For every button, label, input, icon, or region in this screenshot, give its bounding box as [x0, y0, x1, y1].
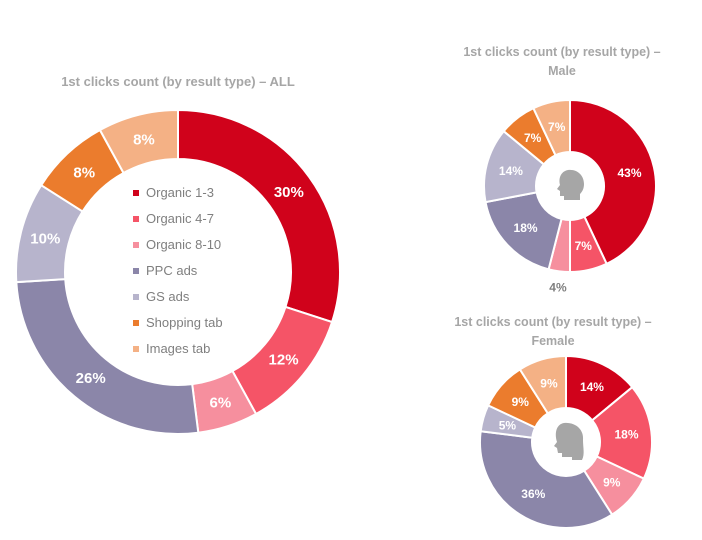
- donut-chart-female: 14% 18% 9% 36% 5% 9% 9%: [479, 354, 653, 529]
- data-label-shopping-tab: 7%: [524, 131, 542, 145]
- chart-male-title-line2: Male: [548, 64, 576, 78]
- donut-chart-all: 30% 12% 6% 26% 10% 8% 8%: [15, 108, 341, 435]
- legend-label-organic-4-7: Organic 4-7: [146, 211, 214, 226]
- data-label-ppc-ads: 36%: [521, 487, 545, 501]
- slice-ppc-ads: [484, 191, 563, 271]
- data-label-organic-8-10: 9%: [603, 476, 621, 490]
- chart-male-title-line1: 1st clicks count (by result type) –: [463, 45, 660, 59]
- donut-chart-male: 43% 7% 4% 18% 14% 7% 7%: [483, 98, 657, 295]
- data-label-shopping-tab: 8%: [73, 165, 95, 182]
- data-label-images-tab: 7%: [548, 120, 566, 134]
- legend-label-shopping-tab: Shopping tab: [146, 315, 223, 330]
- legend-label-gs-ads: GS ads: [146, 289, 190, 304]
- chart-female-title-line2: Female: [531, 334, 574, 348]
- chart-all-title: 1st clicks count (by result type) – ALL: [61, 74, 295, 89]
- legend: Organic 1-3 Organic 4-7 Organic 8-10 PPC ad…: [133, 185, 223, 356]
- legend-label-organic-1-3: Organic 1-3: [146, 185, 214, 200]
- legend-label-images-tab: Images tab: [146, 341, 210, 356]
- legend-swatch-organic-4-7: [133, 216, 139, 222]
- data-label-organic-4-7: 7%: [575, 239, 593, 253]
- data-label-images-tab: 9%: [540, 377, 558, 391]
- slice-images-tab: [518, 354, 567, 415]
- data-label-gs-ads: 10%: [30, 230, 60, 247]
- data-label-organic-8-10: 6%: [209, 395, 231, 412]
- legend-swatch-gs-ads: [133, 294, 139, 300]
- legend-swatch-organic-1-3: [133, 190, 139, 196]
- data-label-organic-1-3: 14%: [580, 380, 604, 394]
- legend-swatch-organic-8-10: [133, 242, 139, 248]
- data-label-gs-ads: 14%: [499, 164, 523, 178]
- data-label-images-tab: 8%: [133, 132, 155, 149]
- female-head-icon: [538, 414, 594, 470]
- data-label-organic-8-10: 4%: [549, 281, 567, 295]
- slice-images-tab: [532, 98, 571, 157]
- slice-ppc-ads: [479, 430, 614, 529]
- legend-label-organic-8-10: Organic 8-10: [146, 237, 221, 252]
- data-label-organic-1-3: 30%: [274, 184, 304, 201]
- slice-organic-4-7: [590, 385, 653, 480]
- data-label-organic-4-7: 18%: [615, 428, 639, 442]
- legend-swatch-images-tab: [133, 346, 139, 352]
- data-label-gs-ads: 5%: [499, 418, 517, 432]
- chart-female-title-line1: 1st clicks count (by result type) –: [454, 315, 651, 329]
- data-label-shopping-tab: 9%: [512, 395, 530, 409]
- legend-label-ppc-ads: PPC ads: [146, 263, 198, 278]
- data-label-ppc-ads: 18%: [514, 221, 538, 235]
- data-label-organic-1-3: 43%: [618, 166, 642, 180]
- legend-swatch-shopping-tab: [133, 320, 139, 326]
- legend-swatch-ppc-ads: [133, 268, 139, 274]
- slice-organic-1-3: [569, 98, 657, 266]
- male-head-icon: [546, 162, 594, 210]
- data-label-organic-4-7: 12%: [269, 352, 299, 369]
- slice-images-tab: [98, 108, 179, 175]
- data-label-ppc-ads: 26%: [76, 370, 106, 387]
